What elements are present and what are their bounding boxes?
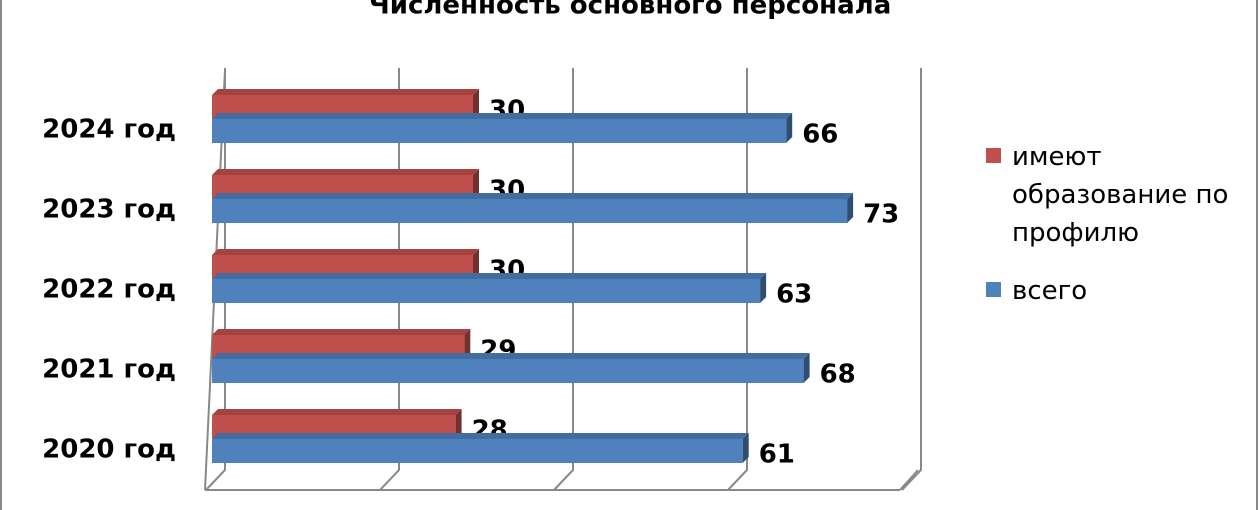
bar-top — [212, 353, 810, 359]
bar-top — [212, 273, 767, 279]
legend-label: имеют образование по профилю — [1012, 142, 1229, 248]
bar-top — [212, 113, 793, 119]
bar-side — [473, 89, 479, 119]
legend-swatch — [986, 282, 1001, 297]
bar-side — [803, 353, 810, 383]
value-label: 66 — [802, 120, 838, 150]
bar-top — [212, 169, 479, 175]
bar — [212, 279, 761, 303]
bar-side — [847, 193, 854, 223]
grid-line — [901, 68, 922, 491]
y-tick-label: 2022 год — [42, 275, 176, 305]
bar-side — [742, 433, 749, 463]
bar-top — [212, 193, 854, 199]
y-tick-label: 2021 год — [42, 355, 176, 385]
value-label: 68 — [820, 360, 856, 390]
legend-item: всего — [986, 272, 1236, 310]
bar-top — [212, 433, 749, 439]
bar — [212, 199, 848, 223]
bar-side — [786, 113, 793, 143]
bar-top — [212, 89, 479, 95]
bar-side — [473, 249, 479, 279]
value-label: 63 — [776, 280, 812, 310]
bar — [212, 359, 804, 383]
y-tick-label: 2023 год — [42, 195, 176, 225]
bar-top — [212, 249, 479, 255]
bar — [212, 119, 787, 143]
bar-side — [464, 329, 471, 359]
bar-side — [473, 169, 479, 199]
value-label: 73 — [863, 200, 899, 230]
value-label: 61 — [759, 440, 795, 470]
bar-side — [760, 273, 767, 303]
legend-item: имеют образование по профилю — [986, 138, 1236, 252]
chart-title: Численность основного персонала — [369, 0, 892, 21]
legend-label: всего — [1012, 276, 1088, 306]
bar-side — [455, 409, 462, 439]
bar-top — [212, 409, 462, 415]
axis-floor-edge — [899, 469, 919, 491]
bar-top — [212, 329, 471, 335]
bar — [212, 439, 743, 463]
y-tick-label: 2020 год — [42, 435, 176, 465]
y-tick-label: 2024 год — [42, 115, 176, 145]
legend-swatch — [986, 148, 1001, 163]
